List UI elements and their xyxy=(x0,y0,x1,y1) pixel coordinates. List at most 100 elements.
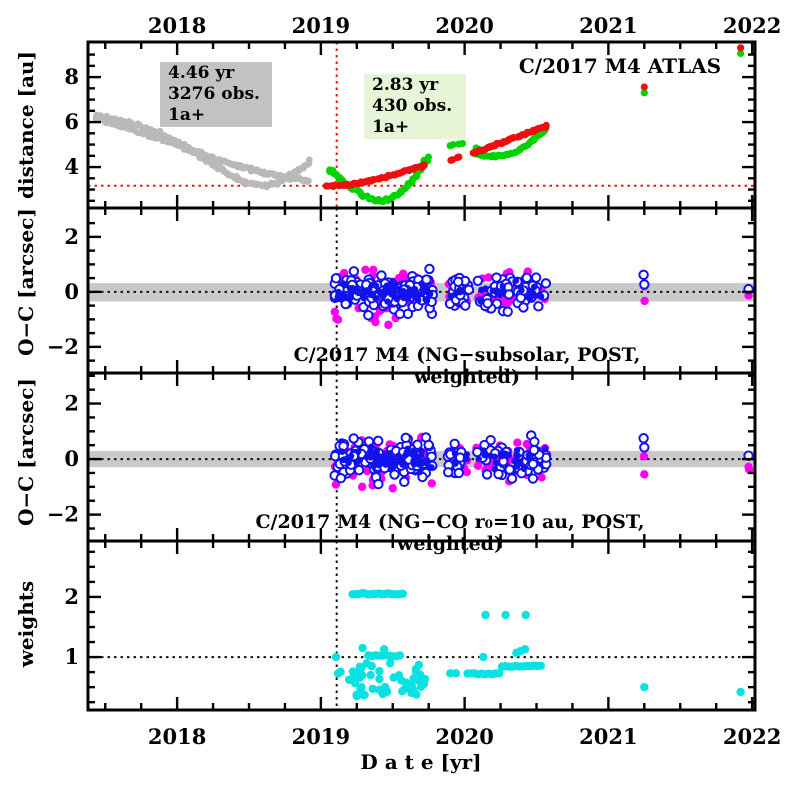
data-point xyxy=(394,308,406,320)
data-point xyxy=(406,287,413,295)
data-point xyxy=(514,452,522,459)
data-point xyxy=(353,464,365,476)
data-point xyxy=(338,295,346,303)
data-point xyxy=(491,465,498,473)
data-point xyxy=(446,669,455,678)
data-point xyxy=(472,275,484,286)
annotation-fit-arc-line1: 2.83 yr xyxy=(372,75,439,95)
data-point xyxy=(504,464,515,475)
data-point xyxy=(418,448,425,455)
data-point xyxy=(492,459,500,466)
data-point xyxy=(537,473,546,482)
panel-weights xyxy=(88,541,755,710)
data-point xyxy=(423,439,434,451)
annotation-full-arc-line3: 1a+ xyxy=(168,105,206,125)
data-point xyxy=(463,284,475,295)
data-point xyxy=(390,457,397,465)
data-point xyxy=(389,469,400,480)
data-point xyxy=(513,438,522,447)
data-point xyxy=(373,478,384,490)
data-point xyxy=(640,89,648,97)
data-point xyxy=(360,294,368,302)
data-point xyxy=(380,292,387,299)
data-point xyxy=(536,661,546,670)
x-tick-label-bottom: 2020 xyxy=(435,724,493,749)
data-point xyxy=(347,294,354,302)
annotation-fit-arc-line2: 430 obs. xyxy=(372,96,453,116)
data-point xyxy=(527,473,539,484)
y-tick-label: 6 xyxy=(64,109,79,134)
data-point xyxy=(356,457,364,464)
data-point xyxy=(477,297,484,305)
x-tick-label-bottom: 2021 xyxy=(579,724,637,749)
data-point xyxy=(346,285,354,292)
data-point xyxy=(491,272,502,283)
annotation-fit-arc: 2.83 yr 430 obs. 1a+ xyxy=(364,74,466,139)
series-residuals-blue-core xyxy=(337,443,549,476)
y-axis-label-weights: weights xyxy=(14,580,38,668)
annotation-full-arc: 4.46 yr 3276 obs. 1a+ xyxy=(160,62,272,127)
data-point xyxy=(330,307,339,317)
data-point xyxy=(331,652,341,662)
data-point xyxy=(398,686,407,696)
data-point xyxy=(357,670,366,679)
data-point xyxy=(376,270,387,281)
data-point xyxy=(411,664,421,674)
data-point xyxy=(453,467,465,479)
data-point xyxy=(520,465,528,473)
data-point xyxy=(447,292,455,300)
data-point xyxy=(384,320,393,330)
series-residuals-blue-core xyxy=(334,277,545,305)
data-point xyxy=(382,283,390,291)
data-point xyxy=(423,297,431,304)
data-point xyxy=(348,433,359,444)
data-point xyxy=(506,473,518,484)
data-point xyxy=(482,285,489,292)
data-point xyxy=(386,288,393,295)
y-tick-label: 2 xyxy=(64,584,79,609)
data-point xyxy=(639,279,650,290)
data-point xyxy=(422,284,430,292)
data-point xyxy=(355,662,364,672)
data-point xyxy=(458,287,465,295)
data-point xyxy=(393,295,401,303)
data-point xyxy=(640,470,649,479)
data-point xyxy=(493,288,500,295)
data-point xyxy=(366,286,373,294)
data-point xyxy=(348,266,360,277)
data-point xyxy=(366,670,375,680)
data-point xyxy=(638,433,649,444)
data-point xyxy=(347,452,355,460)
data-point xyxy=(367,454,374,461)
data-point xyxy=(372,295,379,302)
data-point xyxy=(361,265,370,275)
data-point xyxy=(542,121,550,130)
data-point xyxy=(340,298,351,310)
data-point xyxy=(396,285,403,293)
data-point xyxy=(428,464,435,471)
data-point xyxy=(462,454,470,462)
data-point xyxy=(400,432,411,444)
data-point xyxy=(373,435,384,447)
data-point xyxy=(371,317,380,327)
data-point xyxy=(452,276,464,287)
x-tick-label-top: 2018 xyxy=(148,13,206,38)
data-point xyxy=(449,438,460,450)
data-point xyxy=(418,280,425,287)
data-point xyxy=(737,44,745,52)
data-point xyxy=(531,283,538,291)
data-point xyxy=(335,472,347,484)
x-tick-label-bottom: 2018 xyxy=(148,724,206,749)
y-tick-label: −2 xyxy=(47,502,79,527)
y-tick-label: 2 xyxy=(64,391,79,416)
x-tick-label-top: 2021 xyxy=(579,13,637,38)
panel-oc_co xyxy=(88,373,755,541)
y-tick-label: 1 xyxy=(64,644,79,669)
data-point xyxy=(745,465,754,474)
data-point xyxy=(399,476,410,488)
data-point xyxy=(527,458,539,470)
data-point xyxy=(482,298,493,309)
data-point xyxy=(333,669,343,678)
data-point xyxy=(399,272,408,281)
